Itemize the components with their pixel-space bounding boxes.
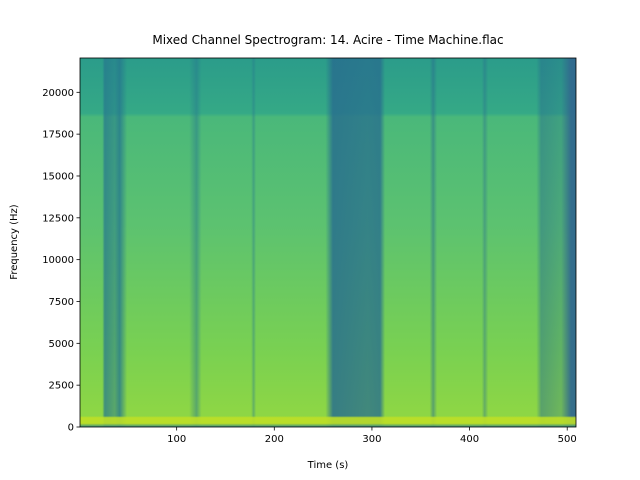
y-tick-label: 7500 — [49, 297, 74, 308]
spectrogram-image — [80, 58, 576, 427]
x-tick-label: 200 — [265, 434, 284, 445]
y-tick-label: 0 — [68, 423, 74, 434]
y-tick-label: 5000 — [49, 339, 74, 350]
y-tick-label: 2500 — [49, 381, 74, 392]
x-axis-label: Time (s) — [307, 460, 349, 471]
y-tick-label: 17500 — [42, 130, 74, 141]
y-tick-label: 12500 — [42, 213, 74, 224]
x-tick-label: 500 — [558, 434, 577, 445]
x-tick-label: 300 — [362, 434, 381, 445]
y-tick-label: 15000 — [42, 171, 74, 182]
chart-title: Mixed Channel Spectrogram: 14. Acire - T… — [152, 33, 503, 47]
plot-frame — [79, 57, 577, 428]
x-tick-label: 100 — [167, 434, 186, 445]
y-tick-label: 10000 — [42, 255, 74, 266]
x-tick-label: 400 — [460, 434, 479, 445]
y-tick-label: 20000 — [42, 88, 74, 99]
y-axis-label: Frequency (Hz) — [9, 204, 20, 280]
